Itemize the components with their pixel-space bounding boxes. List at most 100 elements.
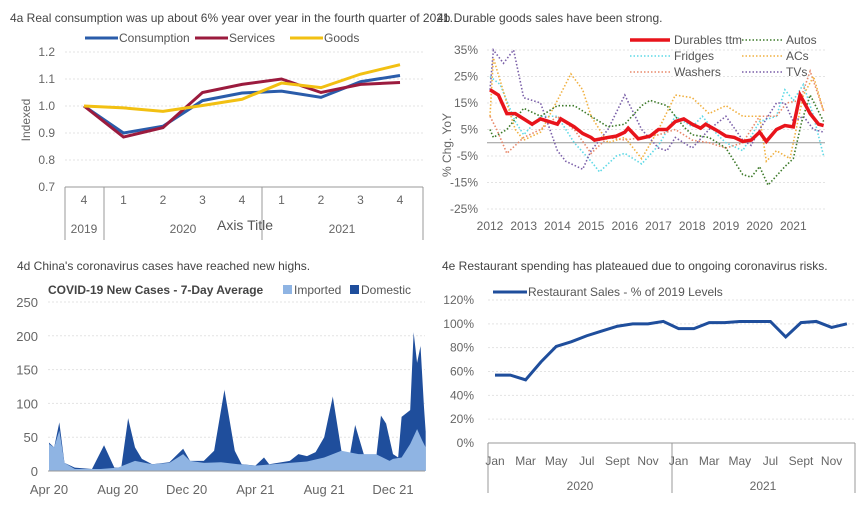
y-tick-label: 0.7: [38, 180, 55, 194]
x-tick-label: May: [545, 454, 568, 468]
legend-swatch: [350, 285, 359, 294]
y-tick-label: 1.1: [38, 72, 55, 86]
x-tick-label: 2018: [679, 219, 706, 233]
x-tick-label: 1: [278, 193, 285, 207]
x-tick-label: Mar: [699, 454, 720, 468]
series-line-fridges: [489, 75, 825, 174]
y-tick-label: 80%: [450, 341, 474, 355]
y-tick-label: 200: [16, 329, 38, 344]
x-tick-label: 2019: [713, 219, 740, 233]
y-tick-label: 120%: [443, 293, 474, 307]
x-tick-label: Nov: [637, 454, 658, 468]
legend-label: TVs: [786, 65, 807, 79]
series-line-acs: [489, 57, 825, 164]
x-tick-label: 2014: [544, 219, 571, 233]
x-tick-label: 4: [239, 193, 246, 207]
area-domestic: [49, 332, 426, 471]
y-tick-label: 20%: [450, 412, 474, 426]
y-tick-label: 0.8: [38, 153, 55, 167]
y-axis-label: % Chg. YoY: [440, 113, 454, 177]
legend-label: Fridges: [674, 49, 714, 63]
x-group-label: 2020: [170, 222, 197, 236]
x-tick-label: 4: [397, 193, 404, 207]
y-tick-label: 1.2: [38, 45, 55, 59]
y-tick-label: 0.9: [38, 126, 55, 140]
x-group-label: 2020: [567, 479, 594, 493]
y-tick-label: 25%: [454, 70, 478, 84]
x-group-label: 2019: [71, 222, 98, 236]
series-line-restaurant-sales: [495, 319, 848, 382]
chart-title: 4e Restaurant spending has plateaued due…: [442, 259, 828, 273]
legend-label: Restaurant Sales - % of 2019 Levels: [528, 285, 723, 299]
x-tick-label: 2015: [578, 219, 605, 233]
y-tick-label: 250: [16, 295, 38, 310]
x-tick-label: May: [728, 454, 751, 468]
x-tick-label: Sept: [789, 454, 814, 468]
x-group-label: 2021: [329, 222, 356, 236]
chart-title: 4b Durable goods sales have been strong.: [437, 11, 663, 25]
y-tick-label: -15%: [450, 176, 478, 190]
legend-swatch: [283, 285, 292, 294]
x-tick-label: Sept: [605, 454, 630, 468]
legend-label: Washers: [674, 65, 721, 79]
x-tick-label: 1: [120, 193, 127, 207]
y-tick-label: 1.0: [38, 99, 55, 113]
legend-label: Durables ttm: [674, 33, 742, 47]
series-line-goods: [83, 63, 401, 113]
x-tick-label: 2017: [645, 219, 672, 233]
x-tick-label: Jan: [485, 454, 504, 468]
chart-title: 4a Real consumption was up about 6% year…: [10, 11, 453, 25]
chart-4d: 4d China's coronavirus cases have reache…: [16, 259, 426, 497]
legend-label: ACs: [786, 49, 809, 63]
x-tick-label: 2012: [477, 219, 504, 233]
x-tick-label: 2: [318, 193, 325, 207]
x-group-label: 2021: [750, 479, 777, 493]
legend-label: Autos: [786, 33, 817, 47]
x-axis-title: Axis Title: [217, 217, 273, 233]
chart-subtitle: COVID-19 New Cases - 7-Day Average: [48, 283, 264, 297]
legend-label: Domestic: [361, 283, 411, 297]
x-tick-label: 2016: [611, 219, 638, 233]
x-tick-label: 2: [160, 193, 167, 207]
y-tick-label: -5%: [457, 149, 479, 163]
legend-label: Goods: [324, 31, 359, 45]
y-axis-label: Indexed: [19, 99, 33, 142]
x-tick-label: 3: [357, 193, 364, 207]
x-tick-label: 3: [199, 193, 206, 207]
x-tick-label: Jul: [579, 454, 594, 468]
x-tick-label: 2021: [780, 219, 807, 233]
chart-4e: 4e Restaurant spending has plateaued due…: [442, 259, 856, 493]
x-tick-label: Dec 20: [166, 482, 207, 497]
y-tick-label: 15%: [454, 96, 478, 110]
chart-title: 4d China's coronavirus cases have reache…: [17, 259, 310, 273]
y-tick-label: 150: [16, 363, 38, 378]
x-tick-label: 4: [81, 193, 88, 207]
y-tick-label: 100: [16, 396, 38, 411]
x-tick-label: Dec 21: [372, 482, 413, 497]
series-line-tvs: [489, 47, 824, 171]
y-tick-label: 50: [24, 430, 38, 445]
chart-4a: 4a Real consumption was up about 6% year…: [10, 11, 453, 240]
legend-label: Imported: [294, 283, 341, 297]
y-tick-label: 0%: [457, 436, 475, 450]
series-line-autos: [489, 92, 825, 187]
y-tick-label: 100%: [443, 317, 474, 331]
y-tick-label: 60%: [450, 365, 474, 379]
x-tick-label: Mar: [515, 454, 536, 468]
y-tick-label: 35%: [454, 43, 478, 57]
legend-label: Consumption: [119, 31, 190, 45]
y-tick-label: 0: [31, 464, 38, 479]
y-tick-label: -25%: [450, 202, 478, 216]
chart-4b: 4b Durable goods sales have been strong.…: [437, 11, 825, 233]
area-imported: [49, 429, 426, 471]
x-tick-label: Apr 21: [236, 482, 274, 497]
x-tick-label: Aug 21: [304, 482, 345, 497]
y-tick-label: 40%: [450, 388, 474, 402]
legend-label: Services: [229, 31, 275, 45]
x-tick-label: Nov: [821, 454, 842, 468]
x-tick-label: 2013: [510, 219, 537, 233]
x-tick-label: Jan: [669, 454, 688, 468]
x-tick-label: Jul: [763, 454, 778, 468]
x-tick-label: Apr 20: [30, 482, 68, 497]
